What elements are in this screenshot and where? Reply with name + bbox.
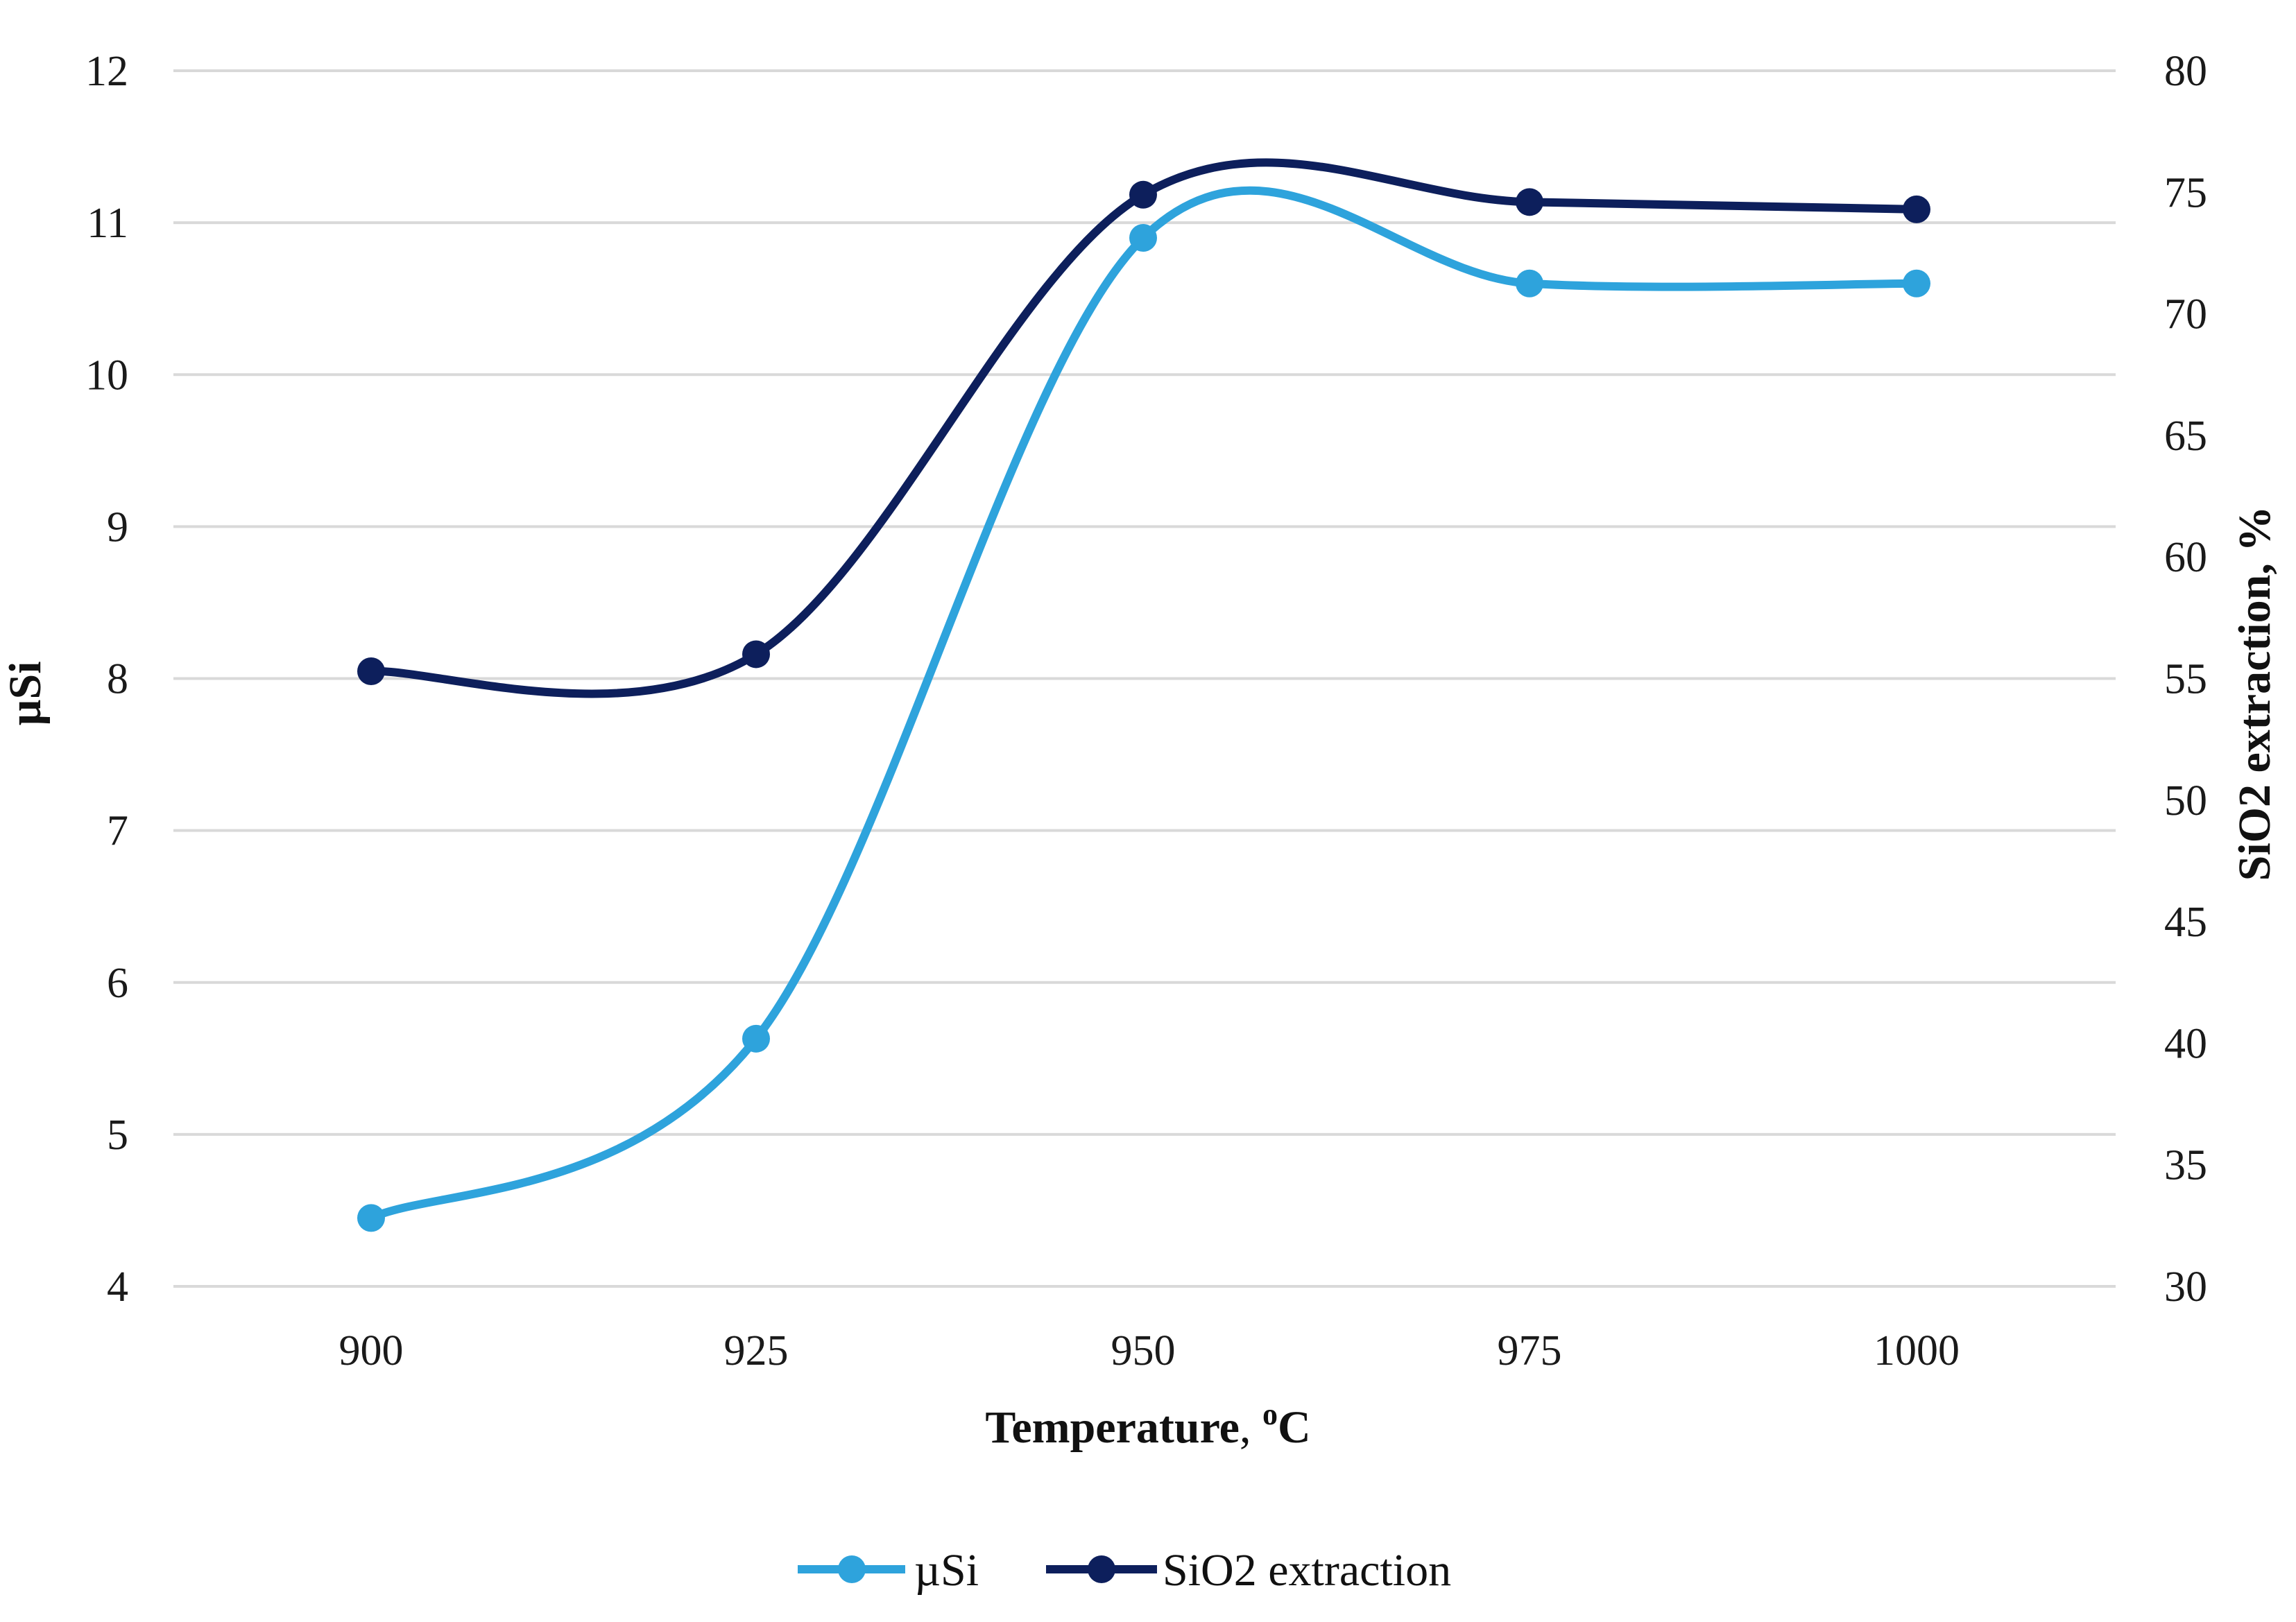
x-tick-label: 950 xyxy=(1111,1327,1176,1374)
legend-label-sio2: SiO2 extraction xyxy=(1163,1545,1451,1596)
y-left-tick-label: 9 xyxy=(107,503,128,551)
x-tick-label: 925 xyxy=(724,1327,789,1374)
data-point-sio2 xyxy=(357,657,385,685)
data-point-sio2 xyxy=(1129,180,1157,209)
y-right-tick-label: 35 xyxy=(2164,1142,2207,1189)
y-left-tick-label: 5 xyxy=(107,1112,128,1159)
data-point-usi xyxy=(1903,269,1930,297)
y-left-tick-label: 12 xyxy=(85,48,128,95)
data-point-usi xyxy=(742,1024,770,1053)
x-axis-title-degree: o xyxy=(1262,1397,1278,1431)
series-line-sio2 xyxy=(367,158,1921,698)
y-right-tick-label: 30 xyxy=(2164,1263,2207,1311)
legend-item-sio2: SiO2 extraction xyxy=(1046,1545,1451,1596)
x-tick-label: 975 xyxy=(1498,1327,1562,1374)
x-axis-title: Temperature, oC xyxy=(985,1397,1310,1453)
series-lines xyxy=(357,158,1930,1232)
right-axis-ticks: 30 35 40 45 50 55 60 65 70 75 80 xyxy=(2164,48,2207,1311)
y-right-tick-label: 70 xyxy=(2164,291,2207,338)
y-right-tick-label: 50 xyxy=(2164,777,2207,825)
data-point-sio2 xyxy=(1516,188,1543,216)
y-left-tick-label: 10 xyxy=(85,352,128,399)
data-point-sio2 xyxy=(742,640,770,668)
x-axis-title-unit: C xyxy=(1278,1402,1311,1453)
x-tick-label: 900 xyxy=(339,1327,404,1374)
x-axis-ticks: 900 925 950 975 1000 xyxy=(339,1327,1960,1374)
series-line-usi xyxy=(367,186,1921,1223)
y-right-tick-label: 40 xyxy=(2164,1020,2207,1067)
y-right-tick-label: 75 xyxy=(2164,169,2207,216)
data-point-sio2 xyxy=(1903,195,1930,223)
gridlines xyxy=(173,69,2116,1288)
legend-marker-usi xyxy=(838,1555,866,1583)
y-right-tick-label: 55 xyxy=(2164,656,2207,703)
y-left-tick-label: 11 xyxy=(87,200,128,247)
y-axis-left-title: µSi xyxy=(0,661,51,725)
data-point-usi xyxy=(1129,224,1157,252)
y-right-tick-label: 60 xyxy=(2164,534,2207,581)
data-point-usi xyxy=(1516,269,1543,297)
y-right-tick-label: 80 xyxy=(2164,48,2207,95)
y-right-tick-label: 65 xyxy=(2164,413,2207,460)
legend: µSi SiO2 extraction xyxy=(798,1545,1451,1596)
left-axis-ticks: 4 5 6 7 8 9 10 11 12 xyxy=(85,48,128,1311)
legend-label-usi: µSi xyxy=(914,1545,979,1596)
x-axis-title-main: Temperature xyxy=(985,1402,1240,1453)
y-right-tick-label: 45 xyxy=(2164,899,2207,946)
data-point-usi xyxy=(357,1204,385,1232)
y-left-tick-label: 8 xyxy=(107,656,128,703)
y-left-tick-label: 7 xyxy=(107,808,128,855)
legend-marker-sio2 xyxy=(1088,1555,1115,1583)
y-left-tick-label: 4 xyxy=(107,1263,128,1311)
y-axis-right-title: SiO2 extraction, % xyxy=(2229,506,2280,881)
y-left-tick-label: 6 xyxy=(107,960,128,1007)
legend-item-usi: µSi xyxy=(798,1545,979,1596)
x-tick-label: 1000 xyxy=(1874,1327,1960,1374)
